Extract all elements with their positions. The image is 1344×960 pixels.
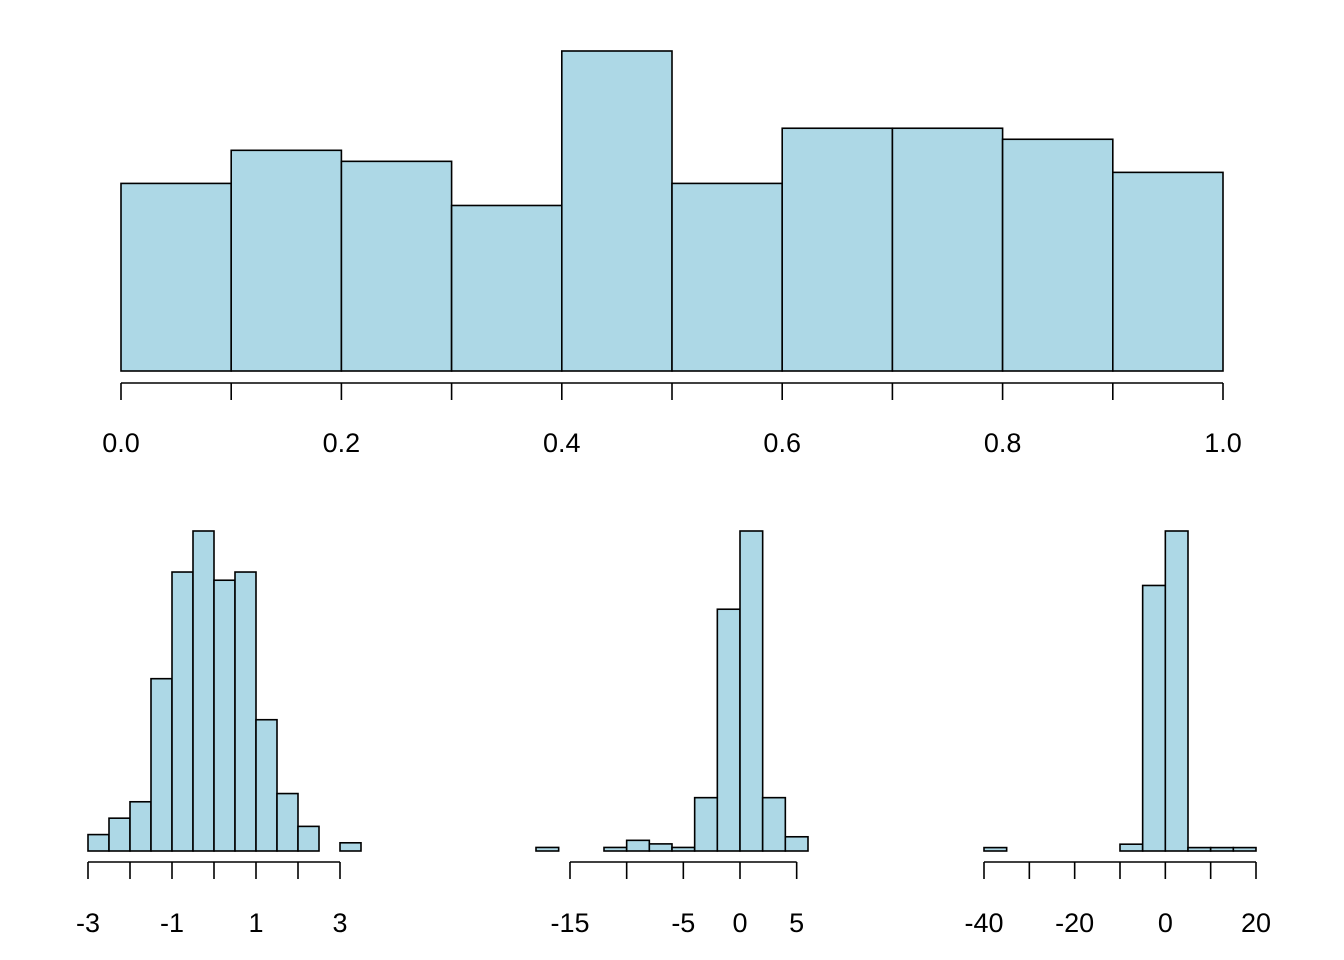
x-tick-label: 0 (1158, 908, 1173, 938)
x-tick-label: 3 (332, 908, 347, 938)
histogram-bar (276, 792, 299, 852)
histogram-bar (1164, 530, 1189, 852)
histogram-bar (234, 571, 257, 852)
histogram-bar (603, 846, 628, 852)
histogram-bar (213, 579, 236, 852)
histogram-bar (983, 846, 1008, 852)
histogram-bar (648, 843, 673, 852)
histogram-bar (1001, 138, 1114, 372)
histogram-bar (297, 825, 320, 852)
histogram-bar (171, 571, 194, 852)
histogram-bar (339, 841, 362, 852)
x-tick-label: -5 (671, 908, 695, 938)
histogram-bar (535, 846, 560, 852)
histogram-left-skew-panel: -15 -5 0 5 (535, 530, 809, 938)
histogram-bar (716, 608, 741, 852)
histogram-bar (761, 796, 787, 852)
histogram-bar (1112, 171, 1224, 372)
x-tick-label: -15 (550, 908, 589, 938)
histogram-bar (625, 839, 651, 852)
histogram-bar (1209, 846, 1235, 852)
x-tick-label: 0.0 (102, 428, 140, 458)
histogram-bar (781, 127, 894, 372)
histogram-bar (192, 530, 215, 852)
x-tick-label: -1 (160, 908, 184, 938)
histogram-bar (230, 149, 343, 372)
histogram-bar (739, 530, 764, 852)
histogram-normal-panel: -3 -1 1 3 (76, 530, 362, 938)
x-tick-label: -20 (1055, 908, 1094, 938)
histogram-bar (450, 204, 563, 372)
histogram-bar (1141, 584, 1167, 852)
x-tick-label: 1.0 (1204, 428, 1242, 458)
histogram-bar (340, 160, 453, 372)
x-tick-label: 0 (732, 908, 747, 938)
histogram-bar (255, 718, 278, 852)
histogram-bar (108, 817, 131, 852)
x-tick-label: 0.6 (763, 428, 801, 458)
x-tick-label: -3 (76, 908, 100, 938)
histogram-bar (1119, 843, 1144, 852)
x-tick-label: 0.2 (323, 428, 361, 458)
histogram-bar (129, 800, 152, 852)
histogram-uniform-panel: 0.0 0.2 0.4 0.6 0.8 1.0 (102, 50, 1242, 458)
histogram-bar (671, 182, 783, 372)
histogram-bar (693, 796, 719, 852)
histogram-bar (1187, 846, 1212, 852)
histogram-bar (120, 182, 232, 372)
histogram-bar (1232, 846, 1257, 852)
x-tick-label: -40 (964, 908, 1003, 938)
histogram-bar (891, 127, 1004, 372)
histogram-bar (87, 833, 110, 852)
x-tick-label: 5 (789, 908, 804, 938)
histogram-heavy-tail-panel: -40 -20 0 20 (964, 530, 1271, 938)
histogram-bar (150, 677, 173, 852)
x-tick-label: 1 (248, 908, 263, 938)
histogram-bar (784, 835, 809, 852)
histogram-bar (671, 846, 696, 852)
x-tick-label: 0.4 (543, 428, 581, 458)
x-tick-label: 0.8 (984, 428, 1022, 458)
x-tick-label: 20 (1241, 908, 1271, 938)
histogram-bar (560, 50, 673, 372)
